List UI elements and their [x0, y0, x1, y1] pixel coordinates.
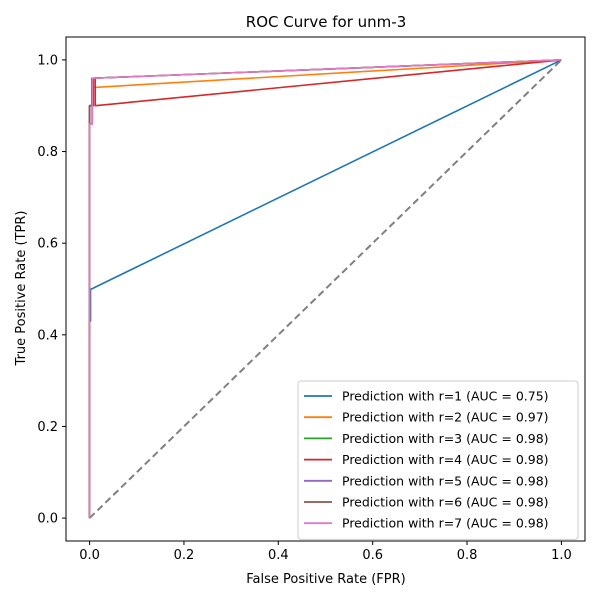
y-tick-label: 1.0 [37, 53, 58, 68]
legend-label: Prediction with r=1 (AUC = 0.75) [342, 389, 549, 404]
plot-area [65, 36, 586, 542]
x-tick-label: 0.4 [268, 548, 289, 563]
legend-items: Prediction with r=1 (AUC = 0.75) Predicti… [304, 389, 549, 531]
y-axis-label: True Positive Rate (TPR) [14, 211, 29, 367]
legend: Prediction with r=1 (AUC = 0.75) Predicti… [297, 380, 579, 540]
y-tick-label: 0.8 [37, 145, 58, 160]
y-tick-label: 0.0 [37, 512, 58, 527]
legend-item: Prediction with r=5 (AUC = 0.98) [304, 473, 549, 488]
x-tick-label: 0.2 [174, 548, 195, 563]
legend-item: Prediction with r=7 (AUC = 0.98) [304, 516, 549, 531]
series-layer [88, 59, 562, 519]
legend-item: Prediction with r=6 (AUC = 0.98) [304, 495, 549, 510]
series-line-r7 [88, 59, 562, 519]
chart-title: ROC Curve for unm-3 [246, 13, 406, 31]
legend-label: Prediction with r=5 (AUC = 0.98) [342, 473, 549, 488]
legend-label: Prediction with r=6 (AUC = 0.98) [342, 495, 549, 510]
y-tick-label: 0.4 [37, 328, 58, 343]
legend-label: Prediction with r=4 (AUC = 0.98) [342, 452, 549, 467]
x-tick-label: 0.8 [457, 548, 478, 563]
legend-item: Prediction with r=4 (AUC = 0.98) [304, 452, 549, 467]
y-tick-label: 0.6 [37, 237, 58, 252]
legend-item: Prediction with r=2 (AUC = 0.97) [304, 410, 549, 425]
legend-box [297, 380, 579, 540]
legend-item: Prediction with r=1 (AUC = 0.75) [304, 389, 549, 404]
legend-label: Prediction with r=3 (AUC = 0.98) [342, 431, 549, 446]
x-axis-label: False Positive Rate (FPR) [246, 572, 405, 587]
x-tick-label: 0.6 [362, 548, 383, 563]
legend-label: Prediction with r=7 (AUC = 0.98) [342, 516, 549, 531]
y-axis-ticks: 0.0 0.2 0.4 0.6 0.8 1.0 [37, 53, 66, 527]
x-tick-label: 0.0 [79, 548, 100, 563]
legend-item: Prediction with r=3 (AUC = 0.98) [304, 431, 549, 446]
x-axis-ticks: 0.0 0.2 0.4 0.6 0.8 1.0 [79, 541, 572, 563]
legend-label: Prediction with r=2 (AUC = 0.97) [342, 410, 549, 425]
axes-frame [65, 36, 586, 542]
y-tick-label: 0.2 [37, 420, 58, 435]
x-tick-label: 1.0 [551, 548, 572, 563]
